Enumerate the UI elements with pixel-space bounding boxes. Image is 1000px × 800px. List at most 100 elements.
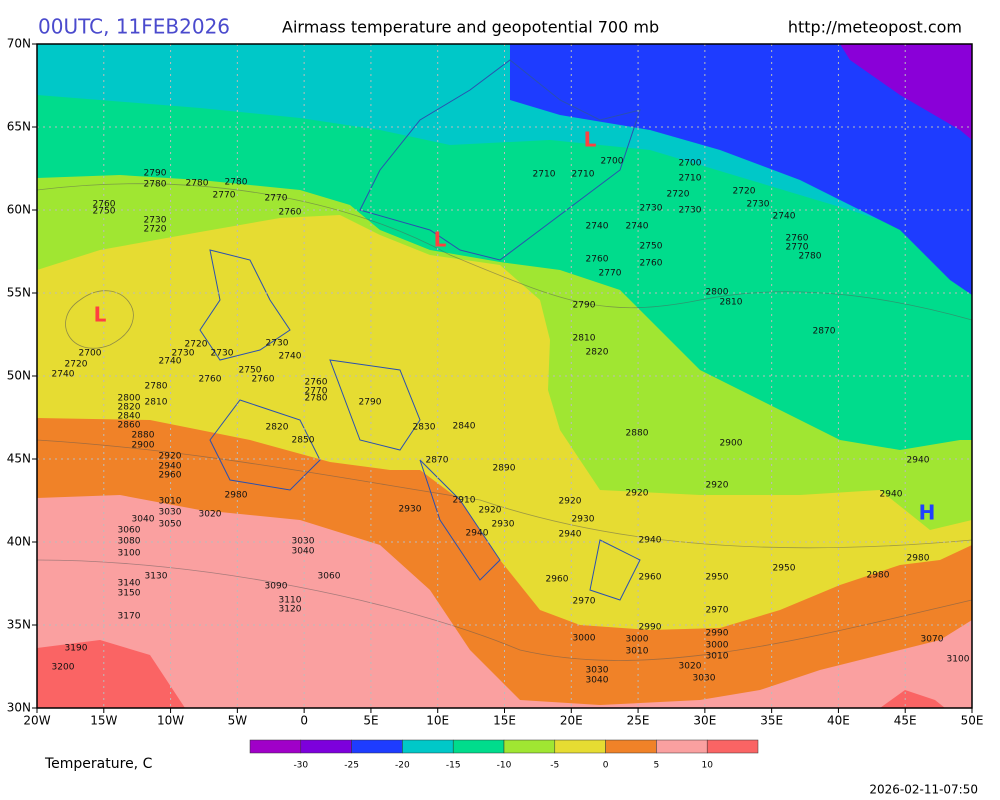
run-time: 00UTC, 11FEB2026 (38, 15, 230, 39)
contour-label: 2810 (573, 334, 596, 344)
contour-label: 2710 (679, 174, 702, 184)
legend-tick: -10 (497, 761, 512, 771)
contour-label: 2820 (586, 348, 609, 358)
contour-label: 3080 (118, 537, 141, 547)
contour-label: 3020 (199, 510, 222, 520)
contour-label: 2710 (572, 170, 595, 180)
legend-swatch (402, 739, 454, 754)
legend-swatch (249, 739, 302, 754)
contour-label: 3010 (159, 497, 182, 507)
contour-label: 2940 (880, 490, 903, 500)
contour-label: 2810 (145, 398, 168, 408)
contour-label: 2740 (626, 222, 649, 232)
contour-label: 2780 (305, 394, 328, 404)
contour-label: 3010 (626, 647, 649, 657)
contour-label: 3090 (265, 582, 288, 592)
contour-label: 2990 (706, 629, 729, 639)
contour-label: 2790 (573, 301, 596, 311)
lon-label: 20E (560, 714, 583, 728)
contour-label: 2900 (132, 441, 155, 451)
contour-label: 2880 (626, 429, 649, 439)
contour-label: 2760 (279, 208, 302, 218)
contour-label: 2750 (93, 207, 116, 217)
contour-label: 2780 (225, 178, 248, 188)
lon-label: 5W (228, 714, 248, 728)
contour-label: 2960 (546, 575, 569, 585)
band-blue (510, 44, 972, 295)
contour-label: 2960 (639, 573, 662, 583)
contour-label: 2770 (305, 387, 328, 397)
contour-label: 3100 (118, 549, 141, 559)
lon-label: 15E (493, 714, 516, 728)
contour-label: 2950 (706, 573, 729, 583)
lat-label: 35N (7, 618, 31, 632)
contour-label: 2780 (144, 180, 167, 190)
contour-label: 2710 (533, 170, 556, 180)
contour-label: 2790 (359, 398, 382, 408)
contour-label: 2750 (239, 366, 262, 376)
contour-label: 3070 (921, 635, 944, 645)
pressure-center: H (919, 501, 936, 525)
legend-swatch (300, 739, 352, 754)
contour-label: 2720 (667, 190, 690, 200)
contour-label: 2990 (639, 623, 662, 633)
legend-tick: -25 (344, 761, 359, 771)
lon-label: 40E (827, 714, 850, 728)
contour-line (36, 183, 973, 321)
contour-label: 3050 (159, 520, 182, 530)
contour-label: 2980 (867, 571, 890, 581)
contour-label: 2840 (453, 422, 476, 432)
contour-label: 2920 (479, 506, 502, 516)
timestamp: 2026-02-11-07:50 (869, 783, 978, 797)
band-violet (840, 44, 972, 140)
contour-label: 3120 (279, 605, 302, 615)
lon-label: 0 (300, 714, 308, 728)
contour-label: 2730 (211, 349, 234, 359)
contour-label: 2700 (79, 349, 102, 359)
contour-label: 2740 (52, 370, 75, 380)
contour-label: 2940 (639, 536, 662, 546)
lat-label: 70N (7, 37, 31, 51)
legend-tick: 0 (603, 761, 609, 771)
lat-label: 50N (7, 369, 31, 383)
contour-label: 2940 (159, 462, 182, 472)
contour-label: 2720 (185, 340, 208, 350)
legend-tick: 10 (701, 761, 713, 771)
legend-label: Temperature, C (44, 756, 153, 772)
lat-label: 60N (7, 203, 31, 217)
contour-label: 2860 (118, 421, 141, 431)
contour-label: 3040 (292, 547, 315, 557)
contour-label: 2730 (266, 339, 289, 349)
legend-swatch (503, 739, 556, 754)
contour-label: 2920 (626, 489, 649, 499)
contour-label: 2720 (65, 360, 88, 370)
lon-label: 5E (363, 714, 378, 728)
contour-label: 2770 (599, 269, 622, 279)
contour-label: 2790 (144, 169, 167, 179)
coastline (199, 249, 641, 601)
contour-label: 3000 (626, 635, 649, 645)
legend-swatch (554, 739, 606, 754)
contour-label: 3030 (693, 674, 716, 684)
contour-label: 2920 (706, 481, 729, 491)
contour-label: 2910 (453, 496, 476, 506)
legend-swatch (351, 739, 403, 754)
contour-label: 3060 (118, 526, 141, 536)
contour-label: 2720 (733, 187, 756, 197)
coastline (359, 59, 641, 261)
contour-label: 3130 (145, 572, 168, 582)
contour-label: 2980 (225, 491, 248, 501)
contour-label: 3000 (573, 634, 596, 644)
contour-label: 2740 (159, 357, 182, 367)
contour-label: 2760 (786, 234, 809, 244)
legend-tick: 5 (654, 761, 660, 771)
contour-label: 2920 (559, 497, 582, 507)
lon-label: 35E (760, 714, 783, 728)
legend-swatch (656, 739, 708, 754)
contour-label: 2880 (132, 431, 155, 441)
legend-swatch (605, 739, 657, 754)
contour-label: 3100 (947, 655, 970, 665)
contour-label: 2980 (907, 554, 930, 564)
